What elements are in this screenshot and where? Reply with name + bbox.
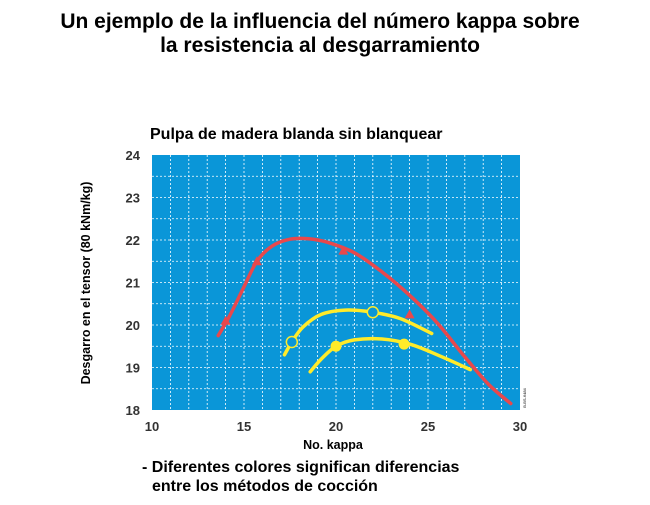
- y-tick-label: 24: [126, 148, 141, 163]
- chart-title: Pulpa de madera blanda sin blanquear: [150, 126, 443, 143]
- grid: [152, 155, 520, 410]
- data-point-triangle: [338, 245, 349, 255]
- y-tick-label: 19: [126, 361, 140, 376]
- x-tick-label: 10: [145, 419, 159, 434]
- y-tick-label: 18: [126, 403, 140, 418]
- y-tick-label: 21: [126, 276, 140, 291]
- footnote: - Diferentes colores significan diferenc…: [142, 458, 459, 496]
- y-tick-label: 23: [126, 191, 140, 206]
- page-title: Un ejemplo de la influencia del número k…: [0, 10, 650, 58]
- y-axis-label: Desgarro en el tensor (80 kNm/kg): [79, 182, 93, 385]
- series-line-1: [216, 236, 513, 406]
- x-axis-label: No. kappa: [303, 438, 364, 452]
- side-code: B-BS-6484: [522, 387, 527, 407]
- x-tick-label: 15: [237, 419, 251, 434]
- data-point-open-circle: [366, 306, 380, 319]
- data-point-filled-circle: [398, 338, 410, 350]
- data-point-triangle: [220, 315, 231, 325]
- data-point-triangle: [251, 256, 262, 266]
- data-point-filled-circle: [330, 340, 342, 352]
- x-tick-label: 25: [421, 419, 435, 434]
- series-group: [216, 236, 513, 406]
- title-line-2: la resistencia al desgarramiento: [160, 34, 480, 57]
- title-line-1: Un ejemplo de la influencia del número k…: [60, 10, 580, 33]
- series-line-3: [308, 336, 473, 374]
- x-tick-label: 30: [513, 419, 527, 434]
- y-tick-label: 20: [126, 318, 140, 333]
- data-point-open-circle: [285, 335, 299, 349]
- footnote-line-1: - Diferentes colores significan diferenc…: [142, 459, 460, 476]
- data-point-triangle: [404, 309, 415, 319]
- y-tick-labels: 18 19 20 21 22 23 24: [126, 148, 141, 418]
- footnote-line-2: entre los métodos de cocción: [152, 478, 378, 495]
- x-tick-label: 20: [329, 419, 343, 434]
- x-tick-labels: 10 15 20 25 30: [145, 419, 527, 434]
- y-tick-label: 22: [126, 233, 140, 248]
